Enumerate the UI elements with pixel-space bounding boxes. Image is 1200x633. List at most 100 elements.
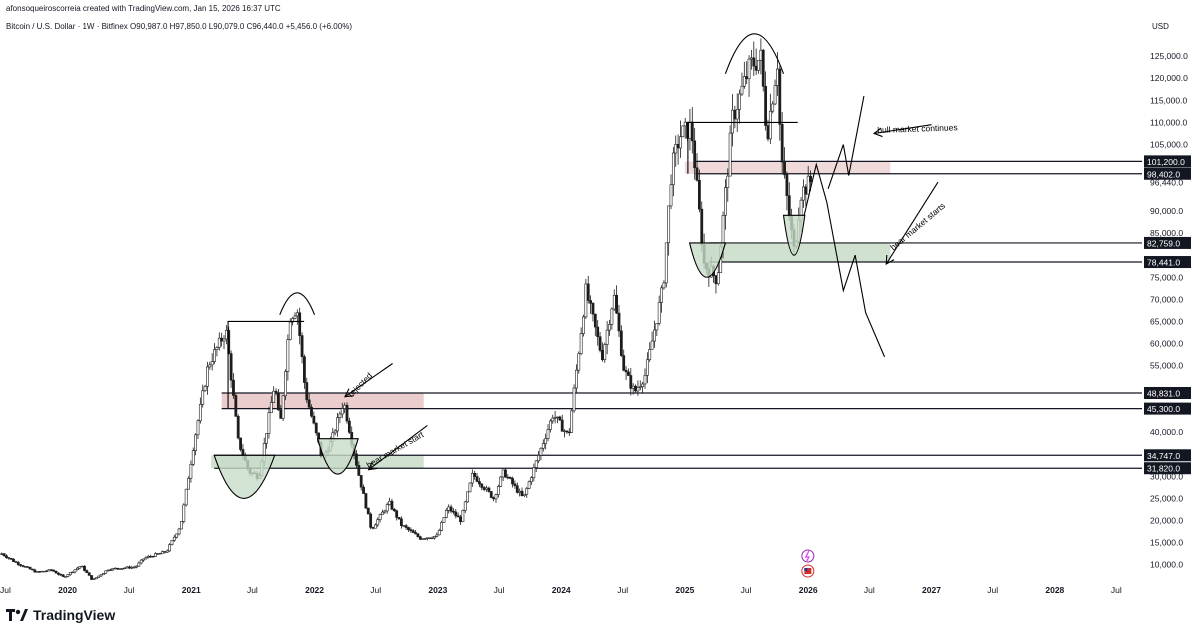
x-tick-label: Jul xyxy=(124,585,135,595)
annotation-text-2: bull market continues xyxy=(877,122,958,135)
candle-body xyxy=(120,568,124,570)
candle-body xyxy=(191,450,195,465)
candle-body xyxy=(338,413,342,418)
candle-body xyxy=(764,86,768,126)
y-tick-label: 25,000.0 xyxy=(1150,493,1183,503)
candle-body xyxy=(128,566,131,569)
candle-body xyxy=(130,566,134,569)
candle-body xyxy=(123,567,127,570)
candle-body xyxy=(47,569,51,572)
candle-body xyxy=(787,195,791,217)
candle-body xyxy=(650,340,654,350)
candle-body xyxy=(690,121,694,142)
level-label-1: 98,402.0 xyxy=(1147,169,1180,179)
candle-body xyxy=(272,390,276,403)
candle-body xyxy=(154,553,157,557)
candle-body xyxy=(16,562,20,565)
candle-body xyxy=(265,433,268,444)
y-tick-label: 30,000.0 xyxy=(1150,471,1183,481)
candle-body xyxy=(804,186,808,195)
candle-body xyxy=(194,434,198,451)
candle-body xyxy=(222,338,226,342)
candle-body xyxy=(664,242,668,284)
candle-body xyxy=(714,275,718,285)
candle-body xyxy=(556,416,559,419)
candle-body xyxy=(111,568,115,571)
candle-body xyxy=(397,517,401,520)
level-label-bg-5 xyxy=(1144,402,1191,415)
candle-body xyxy=(463,501,467,511)
candle-body xyxy=(591,302,595,315)
candle-body xyxy=(478,481,481,485)
candle-body xyxy=(80,565,84,568)
candle-body xyxy=(132,566,136,569)
candle-body xyxy=(634,385,637,392)
candle-body xyxy=(513,483,517,487)
candle-body xyxy=(553,417,557,419)
currency-label: USD xyxy=(1152,22,1169,31)
candle-body xyxy=(738,93,741,110)
candle-body xyxy=(501,469,505,478)
candle-body xyxy=(518,490,522,493)
y-tick-label: 40,000.0 xyxy=(1150,427,1183,437)
candle-body xyxy=(286,339,290,372)
level-label-bg-2 xyxy=(1144,236,1191,249)
candle-body xyxy=(546,429,550,439)
y-tick-label: 120,000.0 xyxy=(1150,73,1188,83)
candle-body xyxy=(310,406,313,417)
candle-body xyxy=(118,568,122,570)
candle-body xyxy=(402,525,406,527)
candle-body xyxy=(487,487,491,492)
candle-body xyxy=(373,524,377,529)
tradingview-logo[interactable]: TradingView xyxy=(6,607,115,623)
candle-body xyxy=(735,109,739,120)
y-tick-label: 75,000.0 xyxy=(1150,272,1183,282)
candle-body xyxy=(662,282,666,289)
candle-body xyxy=(558,416,562,421)
candle-body xyxy=(724,187,727,216)
candle-body xyxy=(241,449,245,456)
candle-body xyxy=(68,572,72,575)
level-label-bg-0 xyxy=(1144,155,1191,168)
candle-body xyxy=(802,186,805,201)
candle-body xyxy=(586,283,590,301)
candle-body xyxy=(295,312,299,317)
candle-body xyxy=(49,569,53,571)
candle-body xyxy=(653,329,656,342)
tradingview-logo-icon xyxy=(6,609,28,621)
candle-body xyxy=(305,382,309,401)
candle-body xyxy=(615,294,619,314)
candle-body xyxy=(440,522,443,531)
candle-body xyxy=(745,76,749,80)
candle-body xyxy=(392,508,396,512)
y-tick-label: 15,000.0 xyxy=(1150,538,1183,548)
candle-body xyxy=(215,347,219,350)
candle-body xyxy=(544,438,548,444)
candle-body xyxy=(437,530,441,536)
candle-body xyxy=(144,557,148,560)
candle-body xyxy=(198,404,202,422)
candle-body xyxy=(45,570,49,573)
x-tick-label: 2028 xyxy=(1045,585,1064,595)
candle-body xyxy=(489,491,493,498)
level-label-bg-7 xyxy=(1144,462,1191,475)
candle-body xyxy=(73,569,77,573)
candle-body xyxy=(742,76,746,87)
candle-body xyxy=(0,553,4,555)
chart-credit: afonsoqueiroscorreia created with Tradin… xyxy=(6,4,281,13)
candle-body xyxy=(19,564,23,566)
x-tick-label: 2024 xyxy=(552,585,571,595)
candle-body xyxy=(362,486,365,494)
candle-body xyxy=(208,364,212,368)
candle-body xyxy=(314,422,318,434)
candle-body xyxy=(447,506,451,511)
level-label-bg-1 xyxy=(1144,167,1191,180)
candle-body xyxy=(806,175,810,195)
candle-body xyxy=(161,551,164,554)
candle-body xyxy=(809,175,812,183)
candles xyxy=(0,38,812,581)
candle-body xyxy=(175,533,179,538)
y-tick-label: 20,000.0 xyxy=(1150,516,1183,526)
candle-body xyxy=(565,430,569,433)
